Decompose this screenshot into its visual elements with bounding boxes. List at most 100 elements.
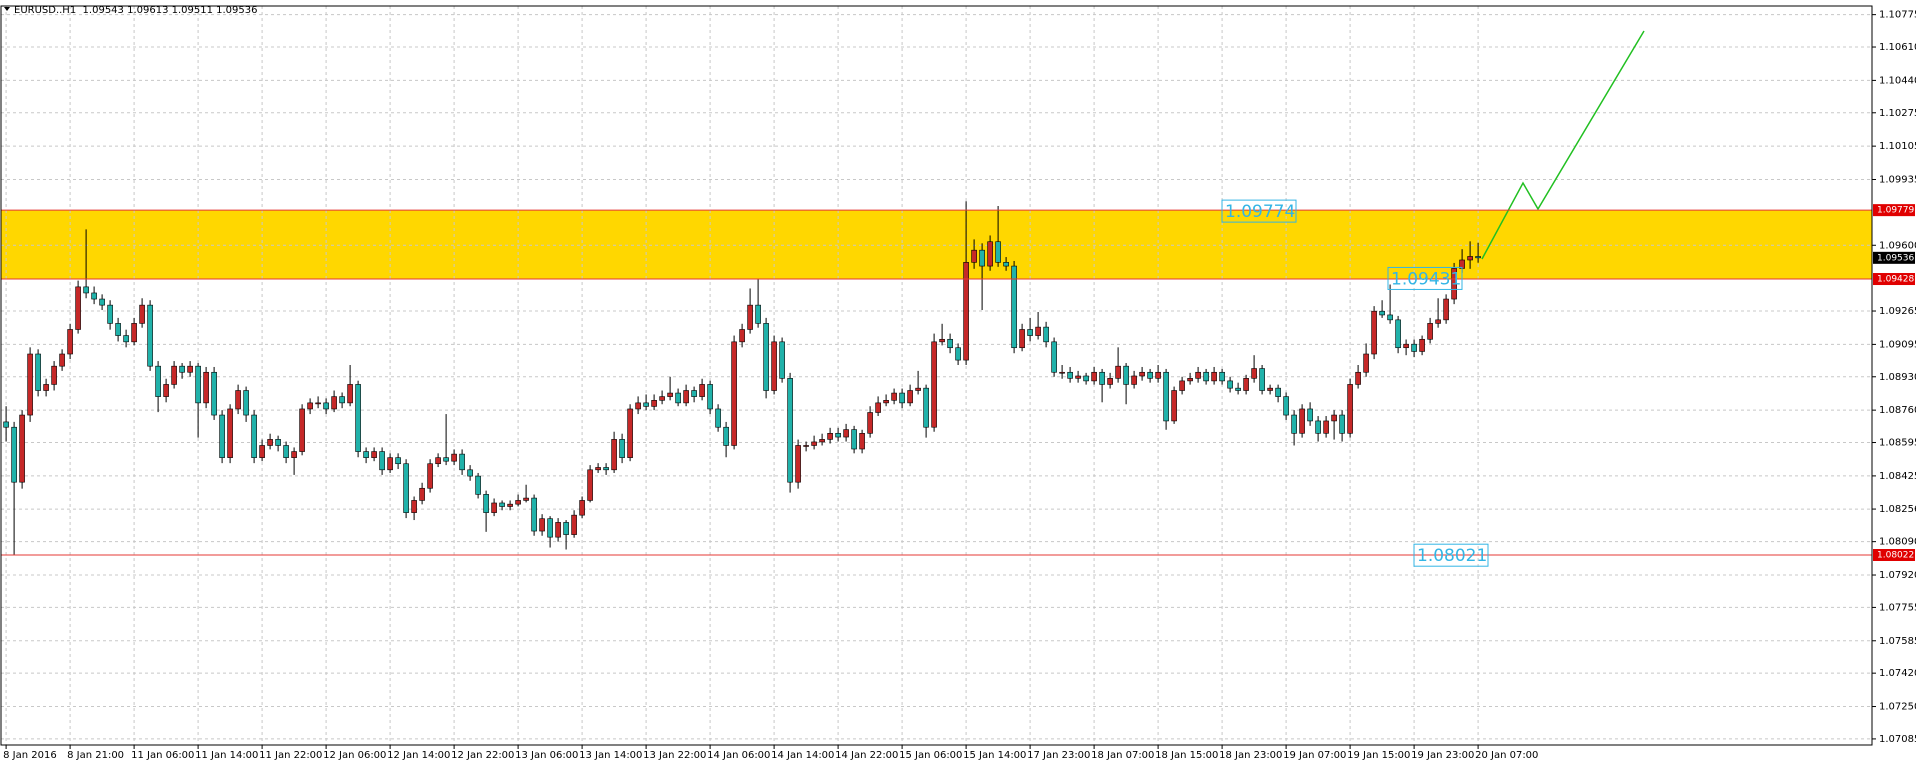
- candle-body: [275, 439, 281, 446]
- x-tick-label: 11 Jan 14:00: [195, 750, 258, 761]
- candle-body: [83, 286, 89, 294]
- annotation-box: [1413, 543, 1489, 567]
- candle-body: [955, 347, 961, 361]
- candle-body: [835, 433, 841, 438]
- candle-body: [627, 408, 633, 458]
- candle-body: [571, 514, 577, 535]
- candle-body: [1419, 338, 1425, 352]
- x-tick-label: 19 Jan 15:00: [1347, 750, 1410, 761]
- candle-body: [1219, 371, 1225, 382]
- candle-body: [1227, 380, 1233, 389]
- candle-body: [1331, 414, 1337, 422]
- candle-body: [1379, 310, 1385, 316]
- candle-body: [1387, 314, 1393, 321]
- candle-body: [491, 502, 497, 513]
- candle-body: [1235, 387, 1241, 391]
- price-tag-label: 1.09779: [1877, 206, 1914, 216]
- x-tick-label: 11 Jan 22:00: [259, 750, 322, 761]
- x-tick-label: 19 Jan 07:00: [1283, 750, 1346, 761]
- candle-body: [19, 414, 25, 483]
- candle-body: [379, 451, 385, 471]
- candle-body: [291, 451, 297, 458]
- candle-body: [43, 384, 49, 391]
- candle-body: [459, 453, 465, 471]
- price-tag: [1873, 204, 1915, 217]
- candle-body: [355, 384, 361, 452]
- candle-body: [603, 467, 609, 471]
- x-tick-label: 8 Jan 2016: [3, 750, 57, 761]
- candle-body: [1051, 341, 1057, 373]
- candle-body: [563, 522, 569, 535]
- main-layer: [3, 201, 1481, 556]
- candle-body: [1083, 375, 1089, 382]
- candle-body: [259, 445, 265, 458]
- candle-body: [971, 249, 977, 263]
- candle-body: [467, 469, 473, 477]
- candle-body: [803, 445, 809, 447]
- candle-body: [115, 323, 121, 336]
- y-tick-label: 1.09935: [1879, 175, 1916, 186]
- candle-body: [595, 467, 601, 471]
- candle-body: [163, 384, 169, 397]
- candle-body: [475, 475, 481, 495]
- candle-body: [755, 304, 761, 324]
- y-tick-label: 1.07920: [1879, 570, 1916, 581]
- annotation-label: 1.08021: [1417, 546, 1487, 566]
- candle-body: [907, 390, 913, 404]
- x-tick-label: 12 Jan 22:00: [451, 750, 514, 761]
- candle-body: [667, 392, 673, 397]
- candle-body: [883, 400, 889, 404]
- y-tick-label: 1.07250: [1879, 702, 1916, 713]
- x-tick-label: 14 Jan 22:00: [835, 750, 898, 761]
- candle-body: [147, 304, 153, 367]
- candle-body: [1035, 326, 1041, 336]
- candle-body: [91, 292, 97, 300]
- candle-body: [1003, 262, 1009, 267]
- candle-body: [307, 402, 313, 410]
- candle-body: [1307, 408, 1313, 422]
- y-tick-label: 1.10275: [1879, 108, 1916, 119]
- x-tick-label: 17 Jan 23:00: [1027, 750, 1090, 761]
- candle-body: [699, 384, 705, 397]
- candle-body: [315, 402, 321, 405]
- candle-body: [635, 402, 641, 410]
- candle-body: [323, 402, 329, 410]
- candle-body: [67, 329, 73, 355]
- price-tag: [1873, 251, 1915, 264]
- x-tick-label: 15 Jan 06:00: [899, 750, 962, 761]
- candle-body: [371, 451, 377, 458]
- candle-body: [611, 439, 617, 471]
- candle-body: [715, 408, 721, 428]
- y-tick-label: 1.07420: [1879, 668, 1916, 679]
- front-layer: 1.09779 1.09536 1.09428 1.08022 1.09774 1.094…: [1, 199, 1915, 567]
- candle-body: [99, 298, 105, 306]
- candle-body: [1155, 371, 1161, 379]
- y-tick-label: 1.10105: [1879, 141, 1916, 152]
- candle-body: [915, 387, 921, 391]
- candle-body: [187, 365, 193, 373]
- candle-body: [1115, 365, 1121, 379]
- candle-body: [707, 384, 713, 410]
- candle-body: [1131, 375, 1137, 385]
- candle-body: [1187, 378, 1193, 382]
- candle-body: [235, 390, 241, 410]
- y-tick-label: 1.09600: [1879, 240, 1916, 251]
- price-tag-label: 1.09536: [1877, 253, 1914, 263]
- candle-body: [1451, 268, 1457, 300]
- candle-body: [1243, 378, 1249, 391]
- candle-body: [363, 451, 369, 458]
- candle-body: [555, 522, 561, 538]
- y-tick-label: 1.09095: [1879, 339, 1916, 350]
- x-tick-label: 14 Jan 14:00: [771, 750, 834, 761]
- x-tick-label: 12 Jan 06:00: [323, 750, 386, 761]
- candle-body: [1403, 343, 1409, 349]
- candle-body: [1475, 256, 1481, 259]
- candle-body: [1147, 371, 1153, 379]
- candle-body: [1067, 371, 1073, 379]
- candle-body: [107, 304, 113, 324]
- candle-body: [1355, 371, 1361, 385]
- candle-body: [523, 497, 529, 501]
- candle-body: [179, 365, 185, 373]
